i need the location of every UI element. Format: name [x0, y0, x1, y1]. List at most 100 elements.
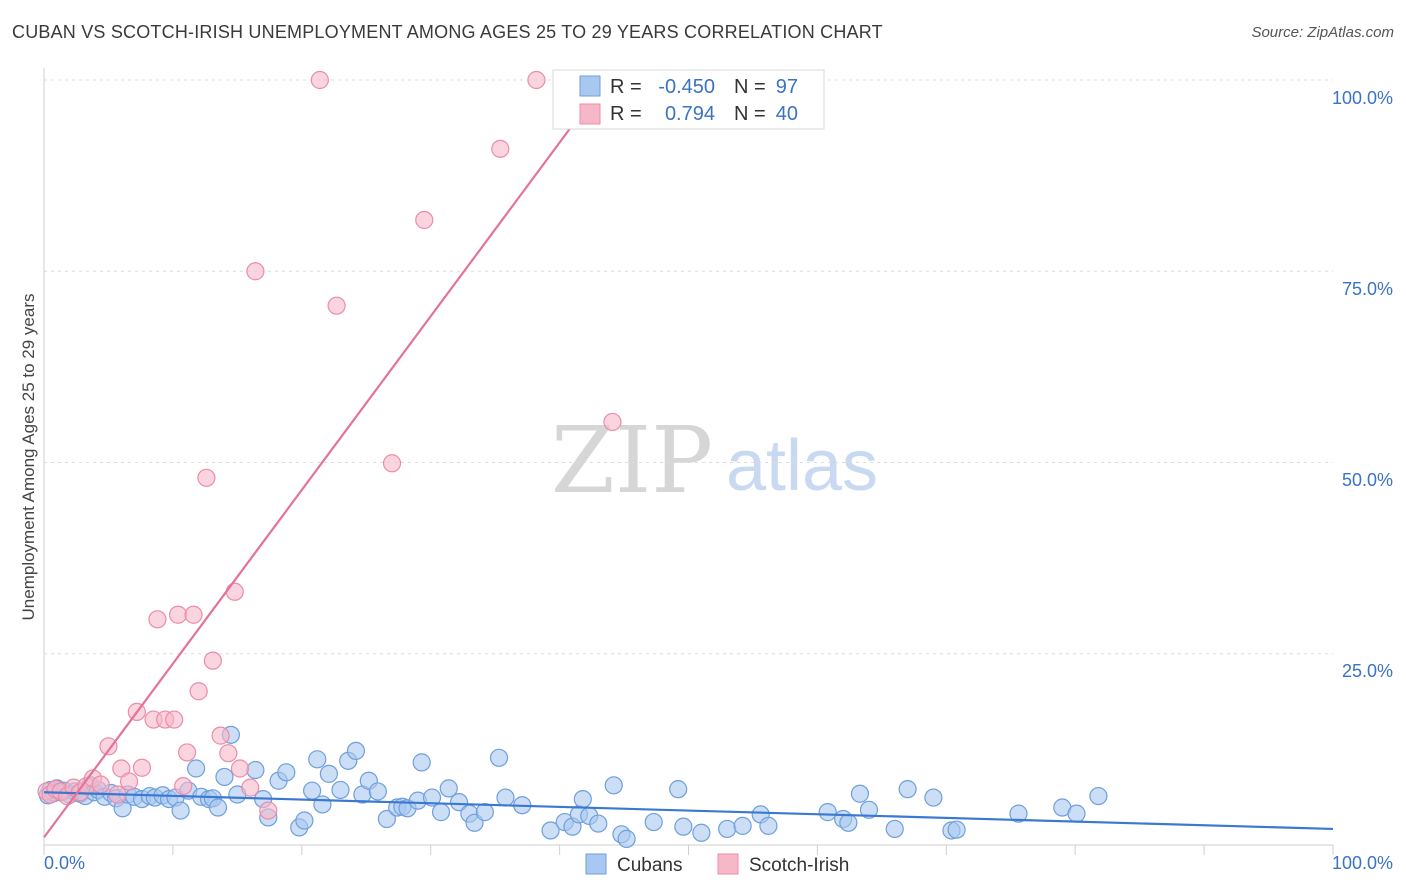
- cuban-point-83: [733, 816, 752, 835]
- cuban-point-99: [1089, 786, 1108, 806]
- cubans-points: [38, 725, 1108, 848]
- cuban-point-61: [449, 793, 469, 812]
- cuban-point-68: [541, 821, 560, 840]
- cuban-point-43: [308, 750, 327, 769]
- cuban-point-48: [346, 741, 366, 761]
- cuban-point-77: [617, 829, 636, 848]
- cuban-point-93: [924, 788, 943, 807]
- scotch-irish-point-9: [91, 775, 110, 794]
- scotch-irish-point-29: [225, 582, 244, 601]
- legend-n-value-scotch-irish: 40: [776, 103, 798, 125]
- scotch-irish-point-25: [197, 468, 216, 487]
- bottom-legend-swatch-scotch-irish: [717, 853, 739, 875]
- cuban-point-66: [496, 788, 515, 807]
- scotch-irish-point-28: [219, 744, 238, 763]
- scotch-irish-point-35: [327, 296, 346, 315]
- cuban-point-74: [589, 814, 608, 833]
- cuban-point-52: [377, 809, 396, 829]
- cuban-point-32: [215, 767, 234, 787]
- scotch-irish-point-33: [259, 801, 278, 820]
- scotch-irish-point-32: [246, 262, 265, 281]
- cuban-point-44: [313, 795, 332, 814]
- scotch-irish-point-36: [382, 454, 402, 473]
- y-axis-label: Unemployment Among Ages 25 to 29 years: [19, 294, 38, 621]
- cuban-point-58: [422, 788, 442, 807]
- x-tick-label-100: 100.0%: [1332, 853, 1393, 873]
- legend-r-value-scotch-irish: 0.794: [665, 103, 715, 125]
- y-tick-label-25: 25.0%: [1342, 661, 1393, 681]
- scotch-irish-point-23: [184, 605, 203, 624]
- bottom-legend-label-cubans: Cubans: [617, 855, 683, 876]
- cuban-point-81: [692, 823, 711, 842]
- legend-r-label-scotch-irish: R =: [610, 103, 642, 125]
- cuban-point-60: [439, 779, 458, 798]
- scotch-irish-point-34: [310, 70, 329, 90]
- y-tick-label-75: 75.0%: [1342, 279, 1393, 299]
- scotch-irish-point-27: [211, 726, 230, 745]
- scotch-irish-point-21: [174, 776, 193, 796]
- bottom-legend-label-scotch-irish: Scotch-Irish: [749, 855, 849, 876]
- cuban-point-35: [246, 760, 265, 780]
- cuban-point-78: [644, 812, 663, 832]
- scotch-irish-point-38: [491, 139, 510, 158]
- cuban-point-31: [208, 798, 228, 817]
- scotch-irish-trend-line: [43, 79, 607, 839]
- y-tick-label-100: 100.0%: [1332, 88, 1393, 108]
- scotch-irish-points: [37, 70, 622, 820]
- cuban-point-95: [947, 820, 966, 839]
- scotch-irish-point-22: [177, 743, 197, 762]
- scotch-irish-point-37: [415, 210, 434, 230]
- trend-lines: [43, 79, 1334, 839]
- cuban-point-25: [171, 801, 190, 820]
- scotch-irish-point-24: [189, 682, 208, 701]
- legend-n-value-cubans: 97: [776, 76, 798, 98]
- legend-r-value-cubans: -0.450: [658, 76, 715, 98]
- cuban-point-57: [412, 753, 431, 772]
- legend-r-label-cubans: R =: [610, 76, 642, 98]
- x-tick-label-0: 0.0%: [44, 853, 85, 873]
- y-tick-labels: 100.0% 75.0% 50.0% 25.0%: [1332, 88, 1393, 681]
- watermark-atlas: atlas: [726, 426, 878, 506]
- cuban-point-88: [839, 813, 858, 832]
- bottom-legend-swatch-cubans: [585, 853, 607, 875]
- cuban-point-45: [319, 764, 338, 783]
- cuban-point-72: [573, 789, 592, 809]
- grid-lines: [44, 79, 1333, 655]
- scotch-irish-point-26: [203, 651, 222, 670]
- cuban-point-90: [859, 800, 879, 819]
- scotch-irish-point-15: [132, 758, 152, 777]
- scotch-irish-point-31: [241, 778, 260, 797]
- scotch-irish-point-40: [603, 412, 622, 432]
- cuban-point-91: [885, 819, 904, 839]
- cuban-point-41: [295, 811, 314, 830]
- scotch-irish-point-10: [99, 737, 118, 756]
- series-legend: Cubans Scotch-Irish: [585, 853, 849, 876]
- cuban-point-92: [898, 780, 917, 799]
- watermark-zip: ZIP: [551, 407, 713, 514]
- scotch-irish-point-17: [148, 610, 167, 629]
- scotch-irish-point-39: [527, 70, 546, 90]
- scotch-irish-point-13: [119, 772, 139, 791]
- chart-source: Source: ZipAtlas.com: [1251, 24, 1394, 41]
- chart-title: CUBAN VS SCOTCH-IRISH UNEMPLOYMENT AMONG…: [12, 22, 883, 42]
- cuban-point-89: [850, 784, 870, 803]
- legend-n-label-scotch-irish: N =: [734, 103, 766, 125]
- legend-swatch-cubans: [579, 75, 601, 97]
- scotch-irish-point-19: [165, 710, 184, 729]
- cuban-point-75: [604, 776, 623, 795]
- cuban-point-86: [818, 803, 837, 822]
- legend-swatch-scotch-irish: [579, 103, 601, 125]
- cuban-point-98: [1067, 804, 1086, 823]
- cuban-point-85: [759, 816, 778, 835]
- cubans-trend-line: [43, 791, 1334, 831]
- cuban-point-59: [431, 803, 451, 822]
- scotch-irish-point-20: [168, 605, 188, 624]
- cuban-point-79: [669, 780, 688, 799]
- cuban-point-64: [475, 803, 494, 822]
- cuban-point-46: [331, 780, 350, 800]
- cuban-point-80: [674, 817, 693, 836]
- correlation-legend: R = -0.450 N = 97 R = 0.794 N = 40: [552, 69, 825, 130]
- scotch-irish-point-30: [230, 759, 250, 778]
- cuban-point-82: [718, 819, 737, 839]
